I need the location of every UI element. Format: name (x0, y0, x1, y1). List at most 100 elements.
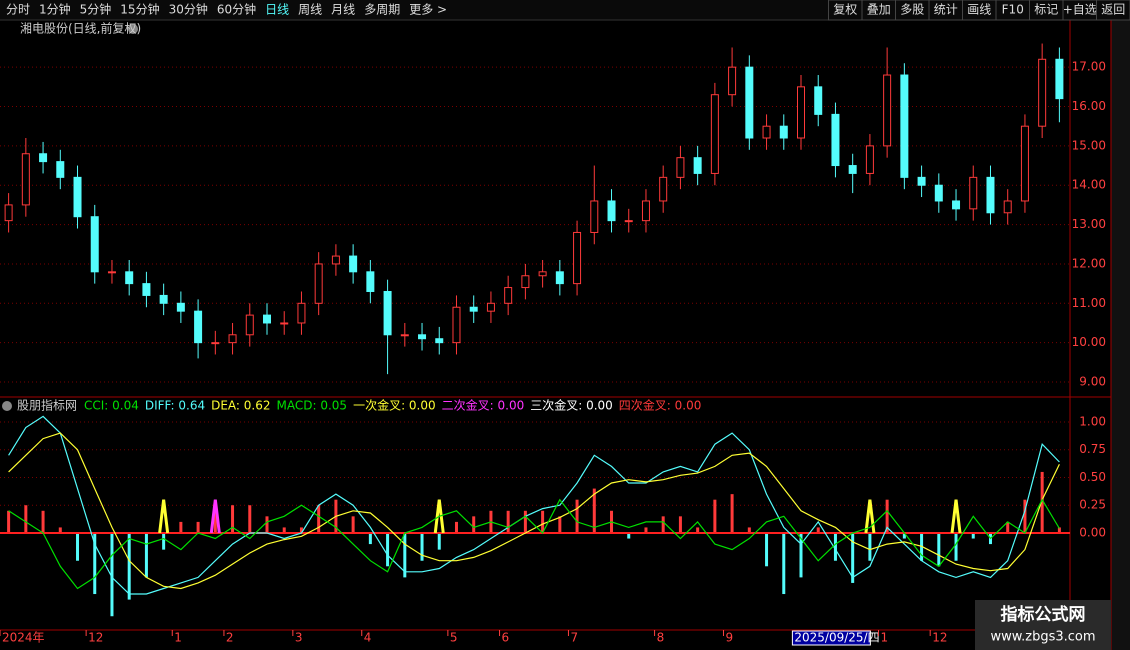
toolbar-tab[interactable]: 月线 (331, 3, 355, 17)
toolbar-tab[interactable]: 更多 > (409, 3, 447, 17)
macd-bar (351, 516, 355, 533)
candle-body (331, 255, 340, 265)
macd-bar (902, 532, 906, 539)
candle-body (263, 314, 271, 324)
x-tick-label: 12 (88, 631, 103, 645)
toolbar-button-label[interactable]: +自选 (1063, 3, 1097, 17)
x-tick-label: 5 (450, 631, 458, 645)
y-tick-label: 0.25 (1079, 498, 1106, 512)
candle-body (435, 338, 444, 344)
macd-bar (696, 527, 700, 533)
candle-body (797, 86, 805, 139)
candle-body (745, 66, 754, 139)
x-tick-label: 2024年 (2, 631, 45, 645)
cross-signal (209, 499, 221, 534)
toolbar-button-label[interactable]: 叠加 (867, 3, 891, 17)
candle-body (486, 302, 495, 312)
macd-bar (472, 516, 476, 533)
toolbar-button[interactable] (1096, 0, 1130, 21)
candle-body (624, 220, 633, 223)
toolbar-tab[interactable]: 60分钟 (217, 2, 256, 17)
toolbar-tab[interactable]: 多周期 (364, 3, 400, 17)
macd-bar (248, 505, 252, 533)
x-tick-label: 8 (657, 631, 665, 645)
toolbar-tab[interactable]: 15分钟 (120, 2, 159, 17)
y-tick-label: 17.00 (1072, 60, 1106, 74)
candle-body (228, 334, 237, 344)
macd-bar (368, 532, 372, 545)
candle-body (4, 204, 13, 222)
candle-body (900, 74, 909, 178)
y-tick-label: 10.00 (1072, 335, 1106, 349)
indicator-line (8, 432, 1060, 590)
title-menu-icon[interactable] (128, 24, 138, 34)
candle-body (280, 322, 289, 325)
candle-body (1038, 58, 1047, 127)
side-strip (1111, 20, 1130, 650)
candle-body (590, 200, 599, 233)
candle-body (400, 334, 409, 337)
toolbar-tab[interactable]: 1分钟 (39, 2, 71, 17)
x-tick-label: 2025/09/25/四 (794, 631, 879, 645)
candle-body (349, 255, 358, 273)
legend-entry: DEA: 0.62 (211, 399, 270, 413)
candle-body (73, 176, 82, 218)
y-tick-label: 0.50 (1079, 470, 1106, 484)
macd-bar (437, 532, 441, 550)
toolbar-button-label[interactable]: F10 (1002, 3, 1024, 17)
y-tick-label: 14.00 (1072, 178, 1106, 192)
toolbar-button-label[interactable]: 复权 (833, 3, 857, 17)
y-tick-label: 16.00 (1072, 99, 1106, 113)
toolbar-button-label[interactable]: 画线 (967, 3, 991, 17)
macd-bar (661, 516, 665, 533)
candle-body (573, 231, 582, 285)
x-tick-label: 9 (725, 631, 733, 645)
toolbar-tab[interactable]: 5分钟 (80, 2, 112, 17)
candle-body (107, 271, 116, 274)
candle-body (676, 157, 685, 178)
macd-bar (541, 510, 545, 533)
macd-bar (816, 527, 820, 533)
macd-bar (144, 532, 148, 578)
x-tick-label: 1 (174, 631, 182, 645)
candle-body (21, 153, 30, 206)
macd-bar (1006, 521, 1010, 533)
macd-bar (1040, 471, 1044, 533)
toolbar-button-label[interactable]: 多股 (900, 3, 924, 17)
indicator-menu-icon[interactable] (2, 401, 12, 411)
toolbar-tab[interactable]: 日线 (265, 3, 289, 17)
candle-body (125, 271, 134, 285)
macd-bar (1057, 527, 1061, 533)
x-tick-label: 7 (570, 631, 578, 645)
macd-bar (971, 532, 975, 539)
candle-body (917, 176, 926, 186)
macd-bar (110, 532, 114, 617)
cross-signal (158, 499, 170, 534)
toolbar-button-label[interactable]: 返回 (1101, 3, 1125, 17)
cross-signal (950, 499, 962, 534)
y-tick-label: 13.00 (1072, 217, 1106, 231)
macd-bar (833, 532, 837, 561)
toolbar-button-label[interactable]: 统计 (934, 3, 958, 17)
candle-body (90, 216, 99, 273)
macd-bar (851, 532, 855, 583)
candle-body (159, 294, 168, 304)
y-tick-label: 0.75 (1079, 442, 1106, 456)
legend-entry: DIFF: 0.64 (145, 399, 205, 413)
candle-body (762, 125, 771, 139)
macd-bar (386, 532, 390, 567)
toolbar-tab[interactable]: 30分钟 (169, 2, 208, 17)
legend-entry: 一次金叉: 0.00 (353, 398, 436, 413)
candle-body (934, 184, 943, 202)
toolbar-button-label[interactable]: 标记 (1034, 3, 1058, 17)
candle-body (383, 290, 392, 336)
indicator-line (8, 498, 1060, 590)
toolbar-tab[interactable]: 分时 (6, 3, 30, 17)
toolbar-tab[interactable]: 周线 (298, 3, 322, 17)
candle-body (521, 275, 530, 289)
candle-body (314, 263, 323, 304)
legend-entry: MACD: 0.05 (277, 399, 348, 413)
candle-body (194, 310, 203, 344)
candle-body (39, 153, 48, 163)
